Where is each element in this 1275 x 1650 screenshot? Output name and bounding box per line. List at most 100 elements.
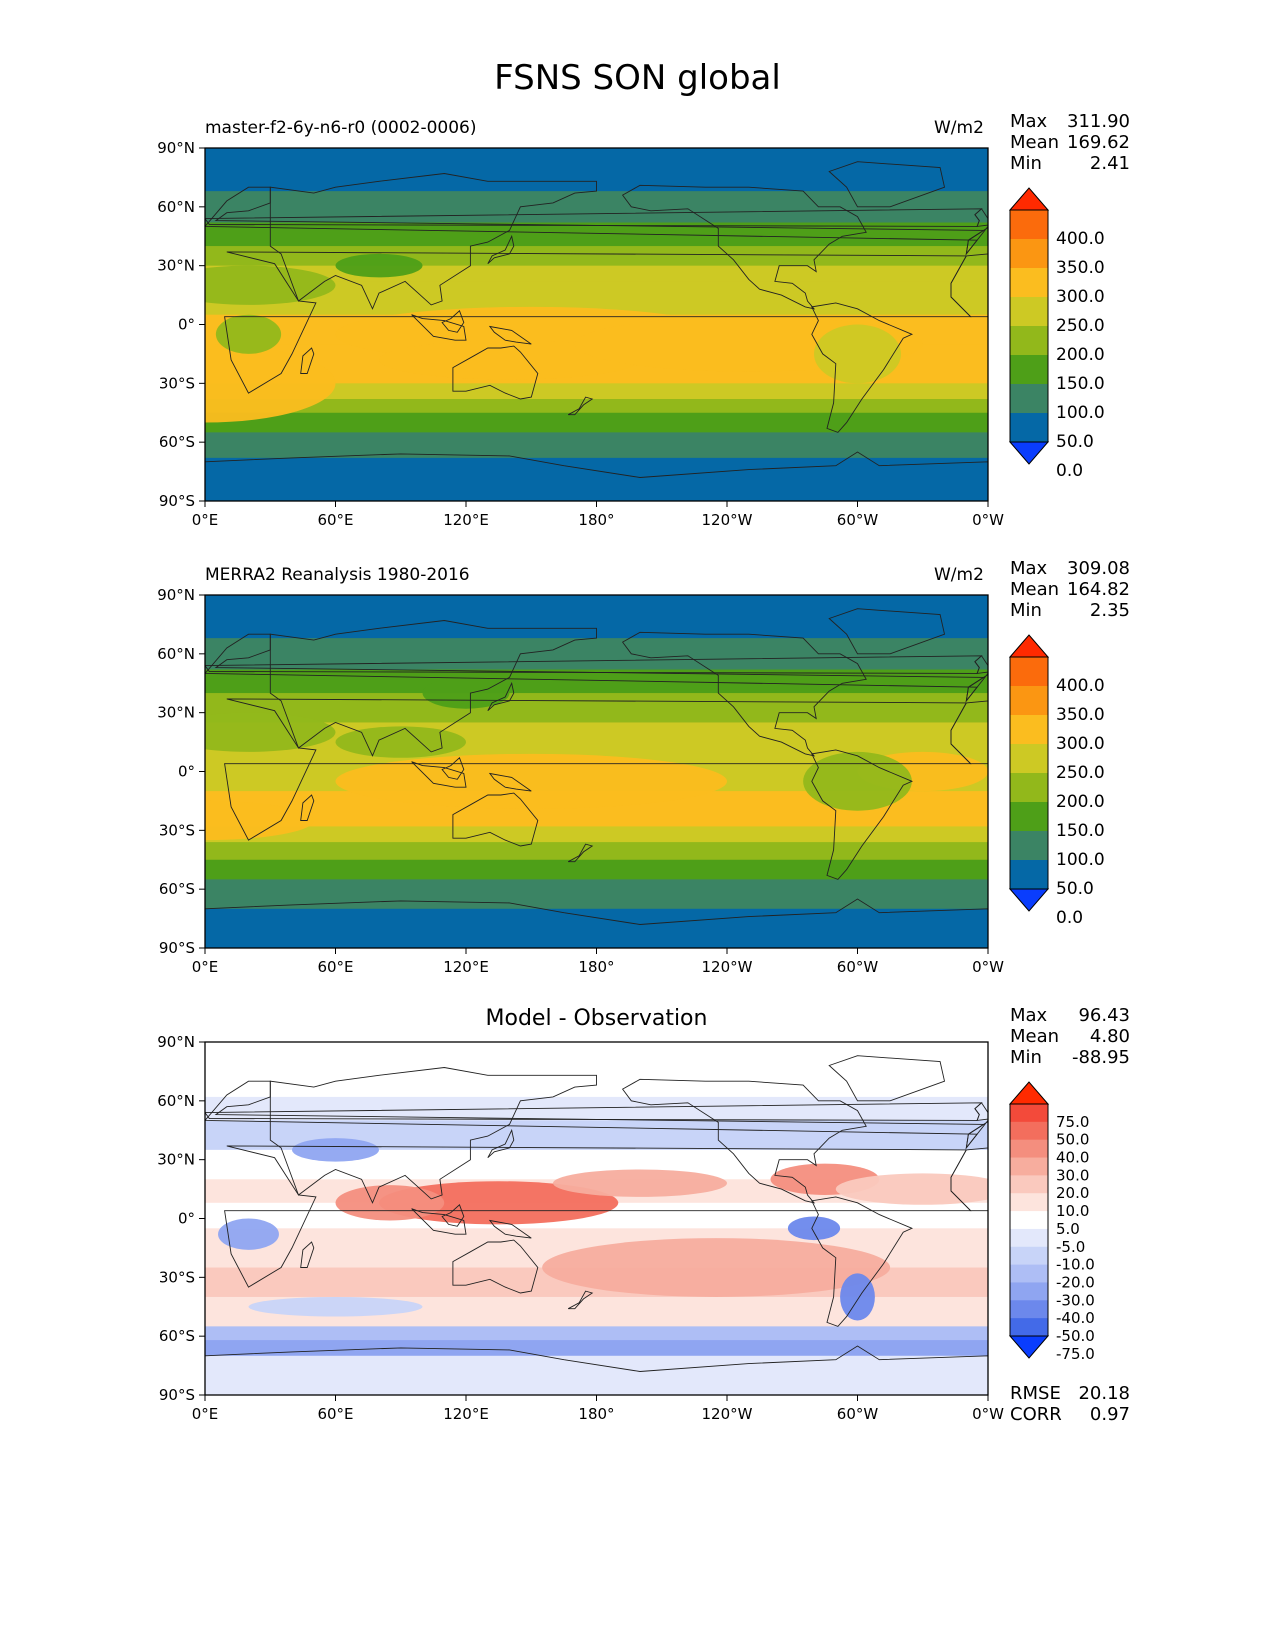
contour-band	[205, 412, 988, 433]
coastline-africa-wrap	[950, 1147, 988, 1212]
coastline-indonesia	[411, 314, 467, 341]
colorbar-segment	[1010, 239, 1048, 269]
coastline-africa	[224, 251, 972, 394]
colorbar-segment	[1010, 384, 1048, 414]
colorbar: 400.0 350.0 300.0 250.0 200.0 150.0 100.0 50.0 0…	[1008, 187, 1105, 481]
colorbar-label: -40.0	[1056, 1309, 1095, 1327]
coastline-namerica	[621, 1078, 867, 1204]
coastline-namerica	[621, 631, 867, 757]
panel-center-title: Model - Observation	[485, 1006, 708, 1031]
contour-region	[215, 314, 282, 354]
colorbar-label: 350.0	[1056, 705, 1105, 725]
colorbar-segment	[1010, 802, 1048, 832]
coastline-asia	[269, 620, 597, 757]
panel-units: W/m2	[934, 565, 984, 585]
contour-band	[205, 826, 988, 843]
colorbar-segment	[1010, 1139, 1048, 1159]
lon-tick-label: 60°W	[837, 958, 879, 976]
lon-tick-label: 120°E	[443, 958, 489, 976]
contour-band	[205, 1326, 988, 1341]
coastline-indonesia	[411, 1208, 467, 1235]
colorbar-label: 50.0	[1056, 879, 1094, 899]
colorbar-label: 10.0	[1056, 1202, 1089, 1220]
colorbar-segment	[1010, 657, 1048, 687]
colorbar-segment	[1010, 831, 1048, 861]
coastline-newguinea	[488, 772, 532, 792]
colorbar-label: 100.0	[1056, 850, 1105, 870]
colorbar-segment	[1010, 1246, 1048, 1266]
stat-name-mean: Mean	[1010, 579, 1060, 600]
contour-region	[422, 677, 510, 709]
panel-difference: Model - Observation Max 96.43 Mean 4.80 Min -8…	[0, 0, 1275, 1425]
colorbar-segment	[1010, 1318, 1048, 1337]
lon-tick-label: 180°	[578, 958, 614, 976]
map-plot-reference: 90°N 60°N 30°N 0° 30°S 60°S 90°S0°E 60°E 120°E 18…	[157, 586, 1105, 976]
coastline-uk-wrap	[974, 655, 988, 674]
coastline-japan	[487, 681, 515, 712]
stat-value-max: 311.90	[1067, 111, 1130, 132]
lon-tick-label: 0°E	[192, 1405, 219, 1423]
lon-tick-label: 120°W	[702, 1405, 753, 1423]
coastline-greenland	[828, 1055, 946, 1102]
coastline-borneo	[441, 757, 465, 780]
coastline-africa	[224, 1145, 972, 1288]
colorbar-segment	[1010, 1121, 1048, 1141]
colorbar-label: 5.0	[1056, 1220, 1080, 1238]
coastline-japan	[487, 1128, 515, 1159]
colorbar-segment	[1010, 1157, 1048, 1176]
coastline-africa-wrap	[950, 253, 988, 318]
panel-left-title: MERRA2 Reanalysis 1980-2016	[205, 565, 470, 585]
lon-tick-label: 180°	[578, 511, 614, 529]
lon-tick-label: 0°W	[972, 958, 1004, 976]
coastline-borneo	[441, 1204, 465, 1227]
colorbar-segment	[1010, 686, 1048, 716]
contour-region	[335, 1185, 445, 1221]
lat-tick-label: 90°S	[159, 492, 195, 510]
lat-tick-label: 60°S	[159, 433, 195, 451]
coastline-australia	[452, 792, 539, 847]
contour-band	[205, 693, 988, 723]
stat-name-min: Min	[1010, 600, 1042, 621]
lat-tick-label: 30°S	[159, 821, 195, 839]
lat-tick-label: 60°N	[157, 645, 195, 663]
coastline-uk-wrap	[974, 1102, 988, 1121]
figure-title: FSNS SON global	[494, 58, 781, 98]
colorbar-label: -50.0	[1056, 1327, 1095, 1345]
panel-reference: MERRA2 Reanalysis 1980-2016 W/m2 Max 309.08…	[0, 0, 1275, 976]
coastline-madagascar	[300, 1241, 315, 1268]
lon-tick-label: 60°E	[317, 511, 353, 529]
colorbar-segment	[1010, 326, 1048, 356]
lat-tick-label: 60°S	[159, 880, 195, 898]
lat-tick-label: 90°S	[159, 939, 195, 957]
colorbar-label: 350.0	[1056, 258, 1105, 278]
lon-tick-label: 180°	[578, 1405, 614, 1423]
coastline-europe-wrap	[965, 1119, 988, 1150]
colorbar-label: 300.0	[1056, 734, 1105, 754]
colorbar-label: 400.0	[1056, 676, 1105, 696]
colorbar-segment	[1010, 860, 1048, 890]
colorbar-segment	[1010, 1282, 1048, 1301]
coastline-uk-wrap	[974, 208, 988, 227]
contour-band	[205, 383, 988, 400]
coastline-nz	[567, 843, 594, 863]
panel-units: W/m2	[934, 118, 984, 138]
lon-tick-label: 0°W	[972, 1405, 1004, 1423]
colorbar-label: -5.0	[1056, 1238, 1085, 1256]
coastline-greenland	[828, 161, 946, 208]
coastline-madagascar	[300, 794, 315, 821]
colorbar-label: 20.0	[1056, 1184, 1089, 1202]
stat-name-max: Max	[1010, 111, 1048, 132]
panel-left-title: master-f2-6y-n6-r0 (0002-0006)	[205, 118, 477, 138]
stat-value-mean: 169.62	[1067, 132, 1130, 153]
colorbar-label: 100.0	[1056, 403, 1105, 423]
stat-name-min: Min	[1010, 153, 1042, 174]
lon-tick-label: 120°E	[443, 511, 489, 529]
colorbar-segment	[1010, 210, 1048, 240]
lat-tick-label: 30°N	[157, 1151, 195, 1169]
colorbar-label: 200.0	[1056, 792, 1105, 812]
colorbar-segment	[1010, 413, 1048, 443]
colorbar-extend-max	[1008, 1081, 1050, 1105]
lon-tick-label: 120°W	[702, 511, 753, 529]
contour-region	[205, 712, 336, 752]
contour-region	[542, 1238, 891, 1297]
